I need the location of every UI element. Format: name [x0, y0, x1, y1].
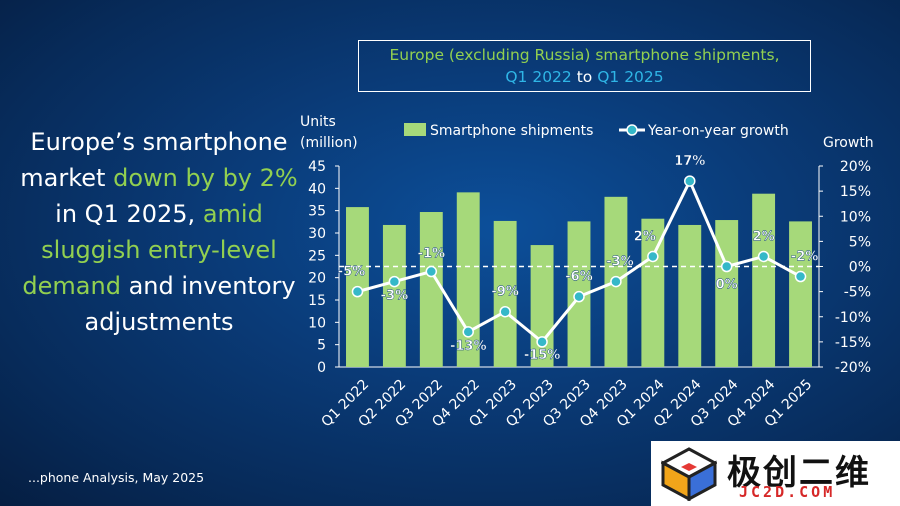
bar-q1-2024: [641, 218, 665, 367]
growth-data-label: -13%: [450, 339, 487, 354]
y-left-axis-title-line-1: Units: [300, 114, 336, 130]
y-left-tick-label: 45: [308, 159, 326, 175]
growth-point: [351, 285, 364, 298]
growth-data-label: -6%: [565, 270, 592, 285]
headline: Europe’s smartphone market down by by 2%…: [18, 124, 300, 340]
growth-point: [610, 275, 622, 288]
growth-data-label: 17%: [674, 154, 705, 169]
chart-title-end: Q1 2025: [597, 68, 664, 86]
logo-name: 极创二维: [727, 453, 871, 493]
headline-part-4: amid sluggish entry-level demand: [22, 200, 277, 300]
y-right-tick-label: -15%: [835, 335, 871, 351]
y-right-axis-title: Growth: [823, 135, 874, 151]
chart-title: Europe (excluding Russia) smartphone shi…: [358, 40, 811, 92]
growth-data-label: -2%: [791, 250, 818, 265]
headline-part-3: in Q1 2025,: [55, 200, 203, 228]
y-right-tick-label: 15%: [840, 184, 871, 200]
growth-point: [757, 250, 770, 263]
y-left-tick-label: 15: [308, 293, 326, 309]
growth-data-label: -5%: [338, 265, 365, 280]
legend-bar-label: Smartphone shipments: [430, 123, 593, 139]
y-left-tick-label: 20: [308, 271, 326, 287]
y-right-tick-label: 5%: [849, 234, 871, 250]
growth-data-label: -3%: [381, 289, 408, 304]
watermark-logo: 极创二维 JC2D.COM: [651, 441, 900, 506]
y-left-tick-label: 40: [308, 181, 326, 197]
bar-q2-2022: [382, 224, 406, 367]
chart-title-to: to: [571, 68, 598, 86]
y-left-axis-title-line-2: (million): [300, 135, 358, 151]
chart-title-line-2: Q1 2022 to Q1 2025: [359, 66, 810, 88]
y-left-tick-label: 5: [317, 338, 326, 354]
growth-data-label: -3%: [606, 255, 633, 270]
growth-data-label: -9%: [491, 285, 518, 300]
growth-point: [536, 336, 548, 348]
chart-title-start: Q1 2022: [505, 68, 572, 86]
bar-q4-2024: [752, 193, 776, 367]
growth-point: [425, 265, 438, 278]
y-right-tick-label: 20%: [840, 159, 871, 175]
y-right-tick-label: -10%: [835, 310, 871, 326]
logo-url: JC2D.COM: [739, 483, 836, 501]
y-right-tick-label: -5%: [844, 285, 871, 301]
y-left-tick-label: 25: [308, 248, 326, 264]
bar-q3-2024: [715, 220, 739, 367]
cube-icon: [661, 447, 717, 501]
bar-q1-2023: [493, 220, 517, 367]
growth-data-label: 2%: [753, 229, 775, 244]
legend-line-label: Year-on-year growth: [647, 123, 789, 139]
y-right-tick-label: -20%: [835, 360, 871, 376]
headline-part-5: and inventory adjustments: [84, 272, 296, 336]
growth-point: [462, 326, 474, 338]
growth-point: [388, 275, 401, 288]
bar-q3-2022: [419, 212, 443, 367]
growth-point: [794, 270, 807, 283]
bar-q2-2024: [678, 224, 702, 367]
y-right-tick-label: 10%: [840, 209, 871, 225]
growth-point: [684, 175, 696, 187]
growth-data-label: -1%: [418, 247, 445, 262]
y-right-tick-label: 0%: [849, 260, 871, 276]
legend-line-marker: [626, 124, 638, 136]
growth-data-label: 0%: [716, 278, 738, 293]
growth-point: [499, 305, 511, 318]
headline-part-2: down by by 2%: [113, 164, 298, 192]
y-left-tick-label: 30: [308, 226, 326, 242]
bar-q1-2025: [789, 221, 812, 367]
headline-part-1: Europe’s smartphone market: [20, 128, 288, 192]
growth-point: [647, 250, 659, 263]
legend-bar-swatch: [404, 123, 426, 136]
growth-point: [720, 260, 733, 273]
growth-data-label: -15%: [524, 348, 561, 363]
y-left-tick-label: 10: [308, 315, 326, 331]
growth-point: [573, 290, 585, 303]
chart-title-line-1: Europe (excluding Russia) smartphone shi…: [389, 46, 780, 64]
source-note: ...phone Analysis, May 2025: [28, 470, 205, 485]
y-left-tick-label: 35: [308, 204, 326, 220]
growth-data-label: 2%: [634, 229, 656, 244]
y-left-tick-label: 0: [317, 360, 326, 376]
